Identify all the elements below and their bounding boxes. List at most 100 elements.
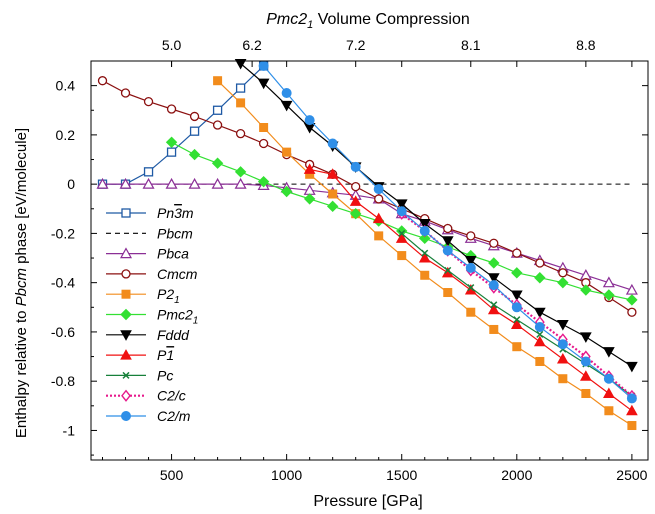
data-point bbox=[557, 276, 569, 289]
data-point bbox=[211, 177, 224, 189]
data-point bbox=[234, 177, 247, 189]
data-point bbox=[212, 120, 223, 130]
data-point bbox=[581, 389, 591, 398]
data-point bbox=[373, 184, 384, 195]
x-tick-label: 2000 bbox=[501, 467, 532, 483]
data-point bbox=[351, 181, 361, 192]
data-point bbox=[327, 138, 338, 149]
top-tick-label: 8.1 bbox=[461, 37, 481, 53]
y-tick-label: 0.4 bbox=[56, 78, 76, 94]
data-point bbox=[534, 322, 545, 332]
data-point bbox=[603, 373, 614, 384]
data-point bbox=[511, 267, 523, 279]
y-tick-label: 0.2 bbox=[56, 127, 76, 143]
legend-entry-pmc21: Pmc21 bbox=[106, 307, 198, 327]
legend-label-overbar: 1 bbox=[166, 347, 174, 363]
data-point bbox=[235, 129, 246, 139]
data-point bbox=[490, 301, 498, 309]
data-point bbox=[533, 307, 546, 319]
data-point bbox=[120, 330, 132, 341]
data-point bbox=[511, 302, 522, 313]
data-point bbox=[419, 225, 430, 236]
data-point bbox=[143, 167, 154, 177]
series-pmc21 bbox=[165, 136, 638, 306]
data-point-stroke bbox=[513, 316, 521, 324]
data-point bbox=[443, 288, 453, 298]
data-point bbox=[281, 88, 292, 99]
data-point bbox=[580, 370, 592, 381]
data-point bbox=[512, 248, 522, 258]
data-point bbox=[467, 284, 475, 292]
data-point bbox=[580, 332, 592, 343]
data-point bbox=[258, 138, 269, 149]
data-point bbox=[556, 352, 569, 364]
legend-label: C2/c bbox=[157, 388, 186, 404]
data-point bbox=[235, 83, 246, 93]
data-point bbox=[487, 303, 500, 315]
data-point bbox=[421, 249, 429, 257]
data-point bbox=[121, 411, 131, 421]
data-point bbox=[489, 238, 499, 248]
data-point bbox=[513, 316, 521, 324]
data-point bbox=[419, 232, 431, 245]
y-tick-label: -1 bbox=[63, 422, 76, 438]
legend-label-part: Pn bbox=[157, 205, 174, 221]
data-point bbox=[580, 284, 592, 296]
data-point bbox=[443, 223, 453, 234]
y-tick-label: -0.6 bbox=[51, 324, 75, 340]
data-point bbox=[441, 236, 454, 247]
legend-label: Pbca bbox=[157, 246, 189, 262]
series-line-pc bbox=[401, 232, 633, 397]
data-point bbox=[466, 231, 476, 241]
data-point bbox=[258, 60, 269, 71]
x-tick-label: 1500 bbox=[386, 467, 417, 483]
top-tick-label: 8.8 bbox=[576, 37, 596, 53]
data-point bbox=[257, 78, 270, 90]
data-point bbox=[96, 177, 109, 189]
data-point bbox=[143, 96, 154, 107]
y-axis-label-part-2: Pbcm bbox=[13, 268, 30, 306]
legend-label-sub: 1 bbox=[174, 295, 180, 306]
axes-layer: 500 1000 1500 2000 2500 5.0 6.2 7.2 8.1 8.8 0.4 0.2… bbox=[51, 37, 649, 483]
data-point bbox=[558, 374, 568, 384]
data-point bbox=[533, 335, 546, 347]
y-tick-label: -0.8 bbox=[51, 373, 75, 389]
y-tick-label: -0.2 bbox=[51, 225, 75, 241]
legend-entry-p21: P21 bbox=[106, 286, 180, 306]
data-point-stroke bbox=[490, 301, 498, 309]
top-axis-label-sub: 1 bbox=[307, 19, 313, 31]
data-point bbox=[625, 283, 638, 295]
data-point bbox=[165, 136, 178, 148]
series-p1 bbox=[303, 163, 638, 416]
data-point bbox=[119, 247, 133, 259]
data-point bbox=[304, 115, 315, 126]
data-point bbox=[580, 356, 591, 367]
data-point bbox=[280, 100, 293, 112]
data-point bbox=[626, 393, 637, 404]
data-point bbox=[510, 318, 523, 330]
data-point bbox=[189, 126, 200, 136]
data-point bbox=[121, 289, 131, 299]
legend-label: C2/m bbox=[157, 408, 191, 424]
data-point bbox=[326, 200, 339, 213]
top-tick-label: 6.2 bbox=[242, 37, 262, 53]
data-point bbox=[627, 421, 637, 431]
data-point bbox=[188, 148, 201, 161]
data-point bbox=[120, 88, 131, 98]
data-point bbox=[120, 349, 132, 360]
data-point bbox=[395, 232, 408, 243]
data-point bbox=[510, 290, 523, 302]
legend-label-sub: 1 bbox=[193, 316, 199, 327]
y-axis-label-part-3: phase [eV/molecule] bbox=[13, 128, 30, 268]
data-point bbox=[122, 371, 130, 379]
top-axis-label: Pmc21 Volume Compression bbox=[266, 11, 470, 31]
data-point bbox=[556, 320, 569, 331]
x-axis-label: Pressure [GPa] bbox=[313, 493, 422, 510]
data-point bbox=[120, 308, 132, 321]
plot-frame bbox=[90, 60, 649, 461]
series-c2-m bbox=[258, 60, 637, 404]
data-point bbox=[142, 177, 155, 189]
data-point bbox=[535, 258, 545, 268]
data-point bbox=[442, 245, 453, 256]
